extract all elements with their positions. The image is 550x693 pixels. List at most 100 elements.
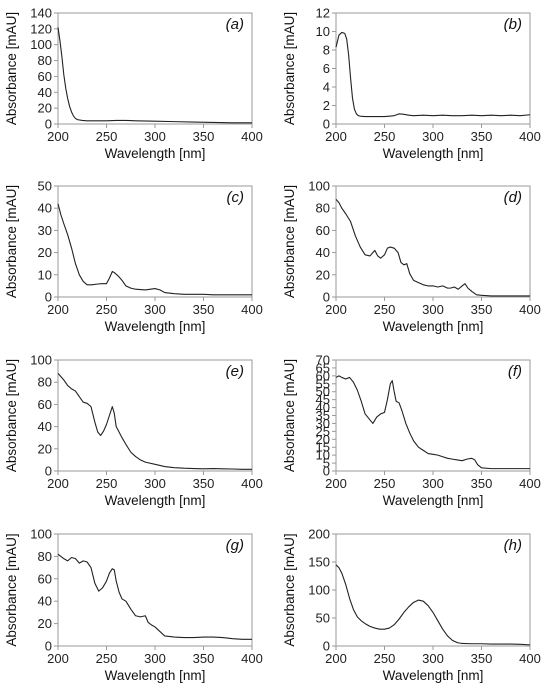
plot-frame [335,185,531,298]
x-tick-label: 200 [325,651,347,666]
spectrum-line [57,203,252,296]
y-tick-label: 0 [323,639,330,654]
plot-frame [335,12,531,125]
y-tick-label: 60 [316,368,330,383]
x-tick-label: 350 [193,476,215,491]
x-tick-label: 300 [422,129,444,144]
y-tick-label: 10 [38,267,52,282]
y-tick-label: 0 [45,290,52,305]
y-tick-label: 20 [316,267,330,282]
x-tick-label: 400 [519,302,541,317]
y-tick-label: 20 [38,441,52,456]
y-axis-label: Absorbance [mAU] [282,359,297,472]
y-tick-label: 45 [316,392,330,407]
x-tick-label: 200 [47,651,69,666]
x-tick-label: 300 [144,476,166,491]
y-tick-label: 70 [316,353,330,368]
y-tick-label: 10 [316,24,330,39]
y-tick-label: 100 [30,37,52,52]
y-tick-label: 40 [316,245,330,260]
spectrum-line [57,553,252,640]
y-tick-label: 140 [30,6,52,21]
x-tick-label: 200 [47,129,69,144]
y-axis-label: Absorbance [mAU] [4,359,19,472]
x-tick-label: 400 [241,129,263,144]
x-axis-label: Wavelength [nm] [383,493,484,508]
y-tick-label: 100 [30,527,52,542]
y-tick-label: 60 [38,69,52,84]
y-tick-label: 20 [38,616,52,631]
x-tick-label: 350 [471,129,493,144]
spectrum-line [335,198,530,297]
spectrum-line [57,27,252,124]
x-tick-label: 350 [193,651,215,666]
spectrum-line [335,31,531,118]
x-tick-label: 250 [374,302,396,317]
x-axis-label: Wavelength [nm] [105,493,206,508]
y-tick-label: 120 [30,21,52,36]
panel-label: (g) [226,537,244,554]
y-tick-label: 20 [38,101,52,116]
y-tick-label: 50 [316,611,330,626]
y-tick-label: 30 [316,416,330,431]
y-tick-label: 40 [38,85,52,100]
y-tick-label: 40 [38,419,52,434]
plot-frame [57,359,253,472]
plot-frame [57,533,253,647]
y-tick-label: 40 [38,201,52,216]
panel-label: (e) [226,363,244,380]
y-tick-label: 35 [316,408,330,423]
y-tick-label: 100 [308,583,330,598]
x-tick-label: 300 [144,302,166,317]
x-tick-label: 400 [241,651,263,666]
x-tick-label: 250 [374,651,396,666]
y-tick-label: 80 [38,375,52,390]
x-tick-label: 350 [471,302,493,317]
x-tick-label: 350 [471,651,493,666]
y-tick-label: 60 [38,571,52,586]
x-axis-label: Wavelength [nm] [105,146,206,161]
x-tick-label: 200 [325,302,347,317]
x-tick-label: 300 [422,302,444,317]
x-axis-label: Wavelength [nm] [383,319,484,334]
y-axis-label: Absorbance [mAU] [282,12,297,125]
x-tick-label: 350 [193,129,215,144]
y-axis-label: Absorbance [mAU] [282,185,297,298]
x-tick-label: 300 [422,651,444,666]
y-tick-label: 150 [308,555,330,570]
y-tick-label: 0 [45,464,52,479]
x-tick-label: 400 [519,476,541,491]
y-tick-label: 60 [316,223,330,238]
y-tick-label: 55 [316,376,330,391]
y-axis-label: Absorbance [mAU] [4,185,19,298]
y-tick-label: 200 [308,527,330,542]
y-tick-label: 80 [38,549,52,564]
panel-label: (f) [508,363,522,380]
panel-label: (h) [504,537,522,554]
x-tick-label: 250 [96,651,118,666]
y-tick-label: 0 [323,290,330,305]
plot-frame [335,533,531,647]
x-tick-label: 350 [193,302,215,317]
y-axis-label: Absorbance [mAU] [4,533,19,646]
y-tick-label: 20 [38,245,52,260]
x-tick-label: 300 [144,129,166,144]
y-axis-label: Absorbance [mAU] [282,533,297,646]
chart-panel: 200 250 300 350 400 0 10 20 30 40 50 Wavelength [nm… [4,179,263,335]
y-tick-label: 6 [323,61,330,76]
plot-frame [57,12,253,125]
y-tick-label: 0 [323,464,330,479]
y-tick-label: 50 [316,384,330,399]
y-tick-label: 4 [323,80,330,95]
x-tick-label: 250 [374,129,396,144]
y-axis-label: Absorbance [mAU] [4,12,19,125]
chart-panel: 200 250 300 350 400 0 2 4 6 8 10 12 Wavelength [nm] A… [282,6,541,162]
x-axis-label: Wavelength [nm] [105,668,206,683]
spectrum-line [57,372,252,470]
x-tick-label: 350 [471,476,493,491]
panel-label: (b) [504,16,522,33]
y-tick-label: 0 [45,639,52,654]
x-axis-label: Wavelength [nm] [383,668,484,683]
y-tick-label: 100 [30,353,52,368]
y-tick-label: 80 [316,201,330,216]
